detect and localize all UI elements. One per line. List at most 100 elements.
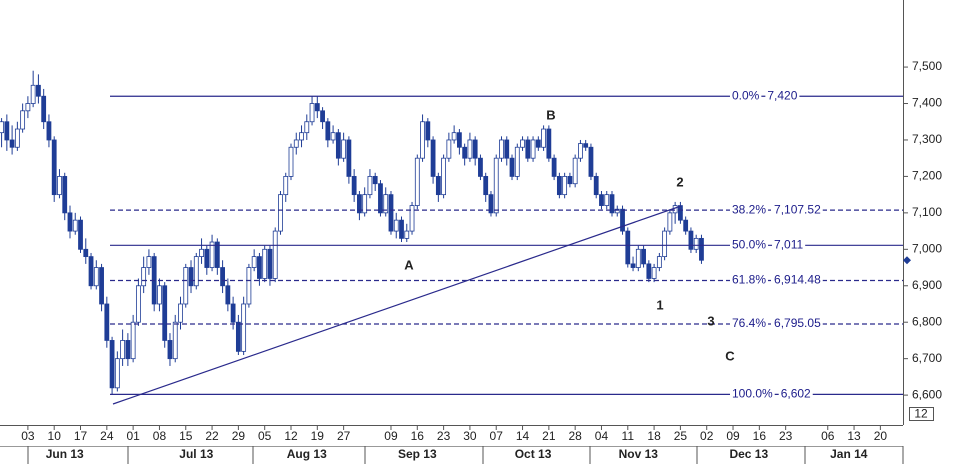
x-tick-label: 30	[463, 429, 477, 443]
candle-body	[372, 176, 378, 185]
candle-body	[609, 194, 615, 214]
candle-body	[530, 139, 536, 159]
fib-label-bg	[765, 89, 800, 104]
candle-body	[114, 358, 120, 389]
x-tick-label: 09	[384, 429, 398, 443]
candle-body	[678, 205, 683, 221]
x-tick-label: 29	[232, 429, 246, 443]
candle-body	[20, 110, 26, 130]
candle-body	[662, 230, 668, 258]
candle-body	[456, 132, 462, 148]
candle-body	[193, 256, 199, 287]
fib-label-bg	[730, 203, 769, 218]
candle-body	[25, 103, 31, 112]
month-label: Aug 13	[287, 447, 327, 461]
fib-price: 6,795.05	[774, 316, 821, 330]
fib-percent: 50.0%	[732, 237, 766, 251]
candle-body	[262, 248, 268, 279]
candle-body	[472, 139, 478, 159]
candle-body	[330, 132, 336, 141]
wave-label: A	[404, 257, 414, 272]
candle-body	[341, 139, 347, 159]
wave-label: B	[546, 107, 555, 122]
fib-label-bg	[772, 273, 823, 288]
candle-body	[425, 121, 431, 141]
candle-body	[78, 219, 83, 250]
x-tick-label: 12	[284, 429, 298, 443]
candle-body	[556, 176, 562, 196]
month-label: Sep 13	[398, 447, 437, 461]
candle-body	[246, 267, 252, 305]
x-tick-label: 15	[179, 429, 193, 443]
candle-body	[414, 157, 420, 206]
fib-price: 7,107.52	[774, 202, 821, 216]
candle-body	[162, 285, 168, 341]
candle-body	[493, 157, 499, 214]
wave-label: 2	[676, 174, 683, 189]
candle-body	[183, 267, 189, 305]
candle-body	[446, 139, 452, 159]
candle-body	[172, 321, 178, 360]
y-tick-label: 7,500	[912, 59, 942, 73]
candle-body	[693, 237, 699, 250]
candle-body	[467, 139, 473, 159]
fib-label-bg	[730, 273, 769, 288]
candle-body	[620, 208, 625, 232]
x-tick-label: 05	[258, 429, 272, 443]
candle-body	[572, 157, 578, 185]
candle-body	[167, 340, 173, 360]
candle-body	[567, 176, 573, 185]
candle-body	[125, 340, 131, 360]
month-label: Oct 13	[515, 447, 552, 461]
candle-body	[599, 194, 604, 206]
candle-body	[220, 267, 225, 287]
candle-body	[451, 132, 457, 141]
candle-body	[304, 121, 310, 134]
candle-body	[72, 219, 78, 232]
candle-body	[672, 205, 678, 214]
x-tick-label: 06	[821, 429, 835, 443]
candle-body	[583, 143, 589, 148]
candle-body	[146, 256, 152, 268]
candle-body	[309, 103, 315, 123]
candle-body	[383, 194, 389, 214]
candle-body	[235, 321, 241, 352]
fib-label-bg	[730, 238, 769, 253]
candle-body	[667, 212, 673, 232]
fib-percent: 100.0%	[732, 387, 773, 401]
candle-body	[641, 248, 646, 265]
candle-body	[178, 303, 183, 323]
candle-body	[199, 248, 204, 258]
y-tick-label: 6,600	[912, 387, 942, 401]
x-tick-label: 16	[411, 429, 425, 443]
candle-body	[483, 176, 489, 196]
fib-price: 6,914.48	[774, 273, 821, 287]
candle-body	[635, 248, 641, 268]
candle-body	[646, 263, 652, 279]
month-label: Jun 13	[46, 447, 84, 461]
candle-body	[656, 256, 662, 268]
candle-body	[209, 241, 215, 268]
candle-body	[630, 263, 636, 268]
month-label: Dec 13	[729, 447, 768, 461]
candle-body	[351, 176, 357, 196]
candle-body	[141, 267, 147, 287]
candle-body	[393, 219, 399, 232]
y-tick-label: 7,000	[912, 241, 942, 255]
fib-label-bg	[772, 317, 823, 332]
candle-body	[278, 194, 283, 232]
candle-body	[67, 212, 73, 232]
candle-body	[130, 321, 136, 360]
candle-body	[504, 139, 510, 159]
x-tick-label: 25	[674, 429, 688, 443]
candle-body	[430, 139, 436, 177]
candle-body	[346, 139, 352, 177]
x-tick-label: 01	[126, 429, 140, 443]
candle-body	[36, 84, 41, 97]
candle-body	[288, 146, 294, 177]
y-tick-label: 6,900	[912, 278, 942, 292]
candle-body	[9, 139, 15, 148]
fib-label-bg	[730, 387, 775, 402]
candle-body	[188, 267, 194, 287]
